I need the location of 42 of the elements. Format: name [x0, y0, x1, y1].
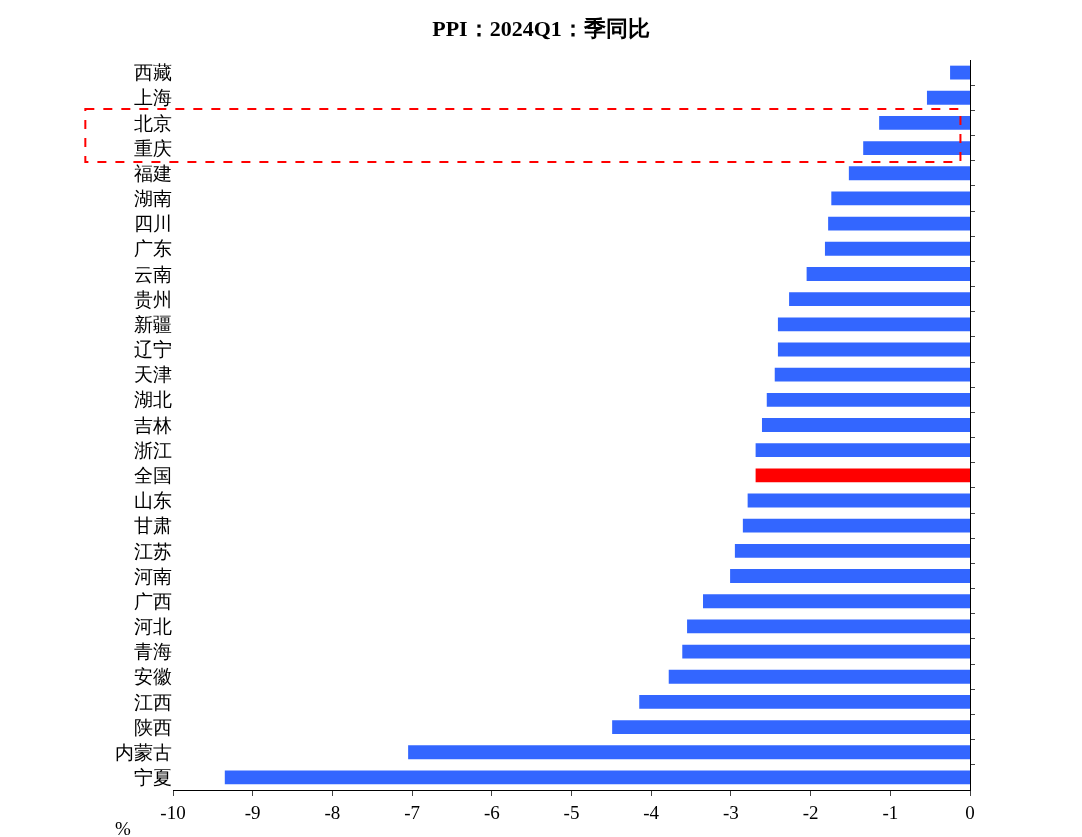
y-tick-label: 浙江: [134, 439, 172, 461]
x-tick-label: -4: [643, 801, 660, 823]
y-tick-label: 全国: [134, 464, 172, 486]
chart-title: PPI：2024Q1：季同比: [432, 16, 650, 42]
x-axis-title: %: [115, 818, 131, 837]
y-tick-label: 吉林: [134, 414, 172, 436]
y-tick-label: 上海: [134, 87, 172, 109]
y-tick-label: 安徽: [134, 666, 172, 688]
y-tick-label: 贵州: [134, 288, 172, 310]
y-tick-label: 湖南: [134, 188, 172, 210]
y-tick-label: 重庆: [134, 137, 172, 159]
x-tick-label: -6: [483, 801, 500, 823]
y-tick-label: 内蒙古: [115, 741, 172, 763]
y-tick-label: 四川: [134, 213, 172, 235]
x-tick-label: -2: [802, 801, 819, 823]
x-tick-label: -5: [563, 801, 580, 823]
y-tick-label: 甘肃: [134, 515, 172, 537]
y-tick-label: 天津: [134, 364, 172, 386]
x-tick-label: -3: [722, 801, 739, 823]
y-tick-label: 广东: [134, 238, 172, 260]
y-tick-label: 江苏: [134, 540, 172, 562]
y-tick-label: 河南: [134, 565, 172, 587]
y-tick-label: 西藏: [134, 62, 172, 84]
y-tick-label: 山东: [134, 490, 172, 512]
y-tick-label: 云南: [134, 263, 172, 285]
y-tick-label: 北京: [134, 112, 172, 134]
y-tick-label: 新疆: [134, 313, 172, 335]
y-tick-label: 福建: [134, 162, 172, 184]
x-tick-label: -1: [882, 801, 899, 823]
x-tick-label: -10: [160, 801, 186, 823]
y-tick-label: 宁夏: [134, 767, 172, 789]
y-tick-label: 湖北: [134, 389, 172, 411]
y-tick-label: 青海: [134, 641, 172, 663]
y-tick-label: 江西: [134, 691, 172, 713]
y-tick-label: 陕西: [134, 716, 172, 738]
x-tick-label: 0: [965, 801, 975, 823]
x-tick-label: -7: [404, 801, 421, 823]
y-tick-label: 河北: [134, 616, 172, 638]
x-tick-label: -8: [324, 801, 341, 823]
x-tick-label: -9: [244, 801, 261, 823]
y-tick-label: 辽宁: [134, 339, 172, 361]
y-tick-label: 广西: [134, 590, 172, 612]
